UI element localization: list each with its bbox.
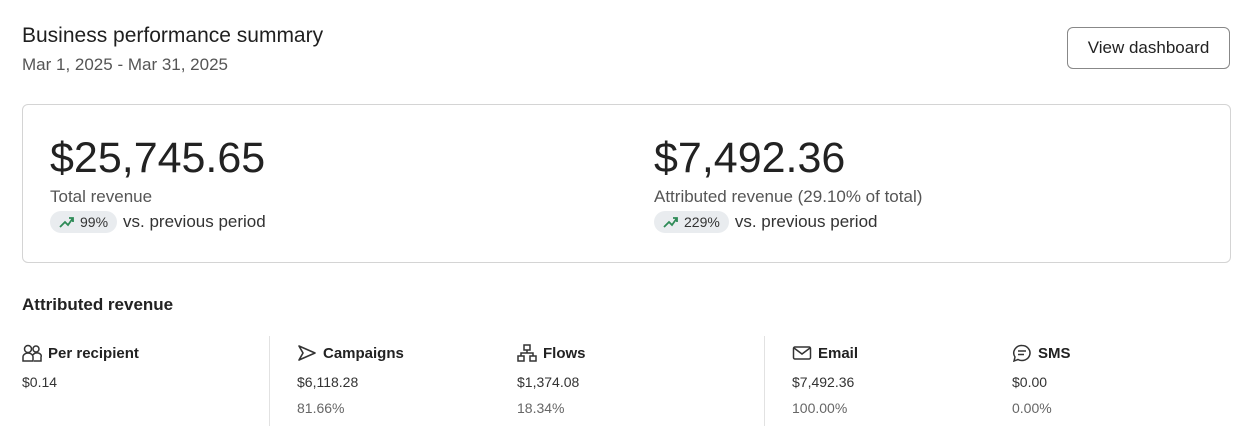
metric-value: $25,745.65 [50,134,266,182]
stat-value: $0.00 [1012,374,1048,390]
metric-label: Attributed revenue (29.10% of total) [654,187,923,206]
flows-stat: Flows $1,374.08 18.34% [517,344,586,416]
stat-label: Flows [543,344,586,362]
send-icon [298,345,316,361]
change-suffix: vs. previous period [734,212,878,231]
attributed-revenue-metric: $7,492.36 Attributed revenue (29.10% of … [654,133,922,233]
attributed-revenue-heading: Attributed revenue [22,295,174,314]
email-stat: Email $7,492.36 100.00% [792,344,859,417]
divider [764,336,765,426]
flow-icon [517,344,537,362]
mail-icon [792,346,812,360]
metric-value: $7,492.36 [654,134,846,182]
change-badge: 229% [654,211,729,233]
stat-percent: 0.00% [1012,400,1052,416]
change-value: 229% [684,214,720,230]
total-revenue-metric: $25,745.65 Total revenue 99% vs. previous… [50,133,266,233]
trend-up-icon [663,217,678,228]
summary-card: $25,745.65 Total revenue 99% vs. previous… [22,104,1231,263]
stat-percent: 81.66% [297,400,345,416]
stat-percent: 18.34% [517,400,565,416]
per-recipient-stat: Per recipient $0.14 [22,344,139,391]
sms-stat: SMS $0.00 0.00% [1012,344,1071,417]
page-title: Business performance summary [22,24,324,47]
divider [269,336,270,426]
stat-value: $1,374.08 [517,374,580,390]
stat-label: Per recipient [48,344,139,362]
change-suffix: vs. previous period [123,212,266,231]
trend-up-icon [59,217,74,228]
campaigns-stat: Campaigns $6,118.28 81.66% [297,344,404,417]
view-dashboard-button[interactable]: View dashboard [1067,27,1230,69]
stat-label: Campaigns [323,344,404,362]
stat-percent: 100.00% [792,400,848,416]
stat-value: $0.14 [22,374,58,390]
change-badge: 99% [50,211,118,233]
stat-label: Email [818,344,859,362]
date-range: Mar 1, 2025 - Mar 31, 2025 [22,55,229,74]
stat-value: $7,492.36 [792,374,855,390]
stat-label: SMS [1038,344,1071,362]
stat-value: $6,118.28 [297,374,359,390]
change-value: 99% [80,214,109,230]
sms-icon [1012,344,1031,362]
people-icon [22,344,42,362]
metric-label: Total revenue [50,187,153,206]
